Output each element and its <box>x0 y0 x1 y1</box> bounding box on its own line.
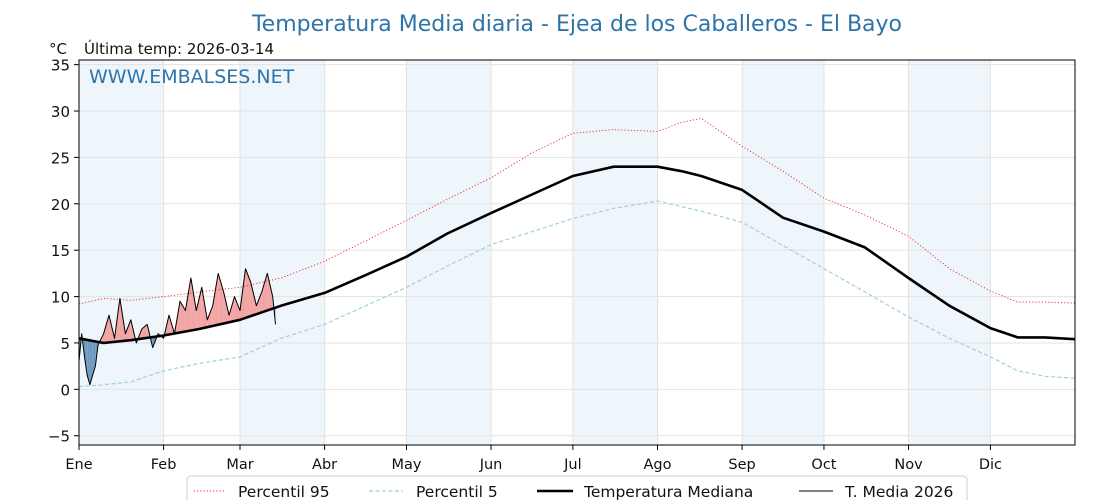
y-tick-label: 20 <box>51 196 70 214</box>
month-band <box>79 60 164 445</box>
x-tick-label: May <box>391 457 421 473</box>
anomaly-below-fill <box>89 340 93 385</box>
plot-frame <box>78 59 1076 446</box>
anomaly-above-fill <box>212 273 219 326</box>
anomaly-above-fill <box>229 296 235 323</box>
legend-box <box>186 475 968 500</box>
y-tick-label: 0 <box>60 381 70 399</box>
y-tick-label: 25 <box>51 149 70 167</box>
anomaly-above-fill <box>218 273 224 325</box>
legend-label-p95: Percentil 95 <box>238 483 330 500</box>
month-band <box>742 60 824 445</box>
anomaly-above-fill <box>190 278 197 331</box>
x-tick-label: Jun <box>479 457 503 473</box>
anomaly-above-fill <box>207 305 213 328</box>
y-tick-label: 15 <box>51 242 70 260</box>
x-tick-label: Nov <box>894 457 923 473</box>
anomaly-above-fill <box>256 291 262 315</box>
anomaly-above-fill <box>261 273 268 313</box>
y-tick-label: 5 <box>60 335 70 353</box>
month-band <box>239 60 325 445</box>
y-tick-label: 10 <box>51 289 70 307</box>
anomaly-above-fill <box>234 296 240 321</box>
legend-label-year: T. Media 2026 <box>844 483 953 500</box>
x-tick-label: Jul <box>563 457 582 473</box>
anomaly-above-fill <box>185 278 191 332</box>
chart-title: Temperatura Media diaria - Ejea de los C… <box>251 12 902 37</box>
legend: Percentil 95 Percentil 5 Temperatura Med… <box>186 475 968 500</box>
x-tick-label: Mar <box>226 457 253 473</box>
anomaly-above-fill <box>267 273 273 311</box>
series-percentil-5 <box>78 200 1076 388</box>
y-tick-label: 30 <box>51 103 70 121</box>
month-band <box>908 60 991 445</box>
y-tick-label: −5 <box>48 428 70 446</box>
anomaly-above-fill <box>250 282 257 317</box>
x-tick-label: Oct <box>811 457 836 473</box>
x-axis: Ene Feb Mar Abr May Jun Jul Ago Sep Oct Nov Dic <box>65 445 1002 473</box>
anomaly-above-fill <box>245 268 251 318</box>
x-tick-label: Dic <box>979 457 1002 473</box>
y-axis-unit: °C <box>49 40 67 58</box>
legend-label-median: Temperatura Mediana <box>583 483 753 500</box>
anomaly-below-fill <box>87 339 90 385</box>
x-tick-label: Sep <box>728 457 755 473</box>
x-tick-label: Ene <box>65 457 92 473</box>
y-axis: −5 0 5 10 15 20 25 30 35 <box>48 57 79 446</box>
x-tick-label: Ago <box>643 457 671 473</box>
anomaly-below-fill <box>84 339 88 376</box>
series-lines <box>78 117 1076 388</box>
anomaly-above-fill <box>196 287 202 330</box>
anomaly-above-fill <box>103 315 110 343</box>
month-bands <box>79 60 991 445</box>
x-tick-label: Abr <box>312 457 337 473</box>
series-temperatura-mediana <box>78 165 1076 345</box>
month-band <box>572 60 658 445</box>
anomaly-above-fill <box>125 319 131 341</box>
last-reading-label: Última temp: 2026-03-14 <box>84 39 274 58</box>
series-t-media-2026 <box>78 268 276 386</box>
watermark: WWW.EMBALSES.NET <box>89 66 295 88</box>
series-percentil-95 <box>78 117 1076 305</box>
month-band <box>406 60 492 445</box>
y-tick-label: 35 <box>51 57 70 75</box>
legend-label-p5: Percentil 5 <box>416 483 498 500</box>
grid-lines <box>78 60 1075 445</box>
x-tick-label: Feb <box>151 457 177 473</box>
